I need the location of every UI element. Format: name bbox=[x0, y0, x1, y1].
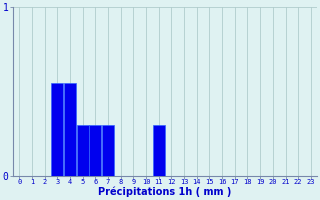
Bar bbox=[153, 125, 165, 176]
Bar bbox=[51, 83, 63, 176]
X-axis label: Précipitations 1h ( mm ): Précipitations 1h ( mm ) bbox=[98, 187, 232, 197]
Bar bbox=[89, 125, 101, 176]
Bar bbox=[102, 125, 114, 176]
Bar bbox=[76, 125, 89, 176]
Bar bbox=[64, 83, 76, 176]
